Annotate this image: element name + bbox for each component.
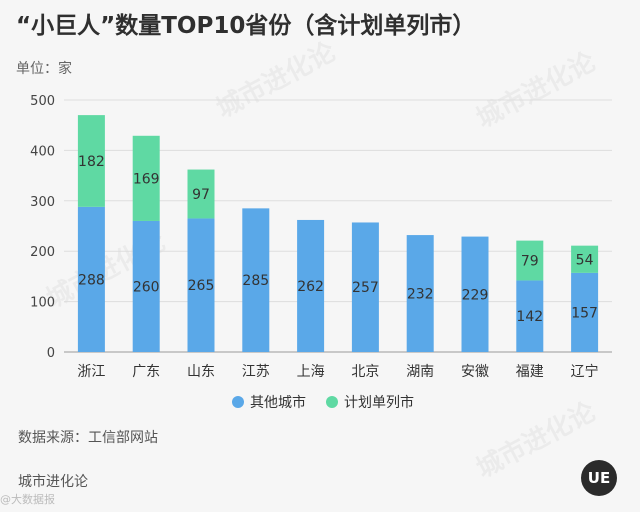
bar-other xyxy=(77,206,105,352)
y-tick-label: 200 xyxy=(30,245,55,260)
y-tick-label: 400 xyxy=(30,144,55,159)
bar-planned xyxy=(571,245,599,273)
data-source: 数据来源：工信部网站 xyxy=(18,430,158,446)
data-label: 257 xyxy=(352,280,379,296)
x-tick-label: 北京 xyxy=(351,364,379,380)
data-label: 182 xyxy=(78,154,105,170)
y-tick-label: 500 xyxy=(30,94,55,109)
data-label: 142 xyxy=(516,309,543,325)
bar-planned xyxy=(516,240,544,281)
x-tick-label: 浙江 xyxy=(77,364,105,380)
legend-marker xyxy=(326,396,338,408)
data-label: 288 xyxy=(78,272,105,288)
x-tick-label: 江苏 xyxy=(242,364,270,380)
unit-label: 单位：家 xyxy=(16,61,72,77)
data-label: 265 xyxy=(188,278,215,294)
bar-other xyxy=(406,235,434,352)
bar-other xyxy=(516,280,544,352)
bar-planned xyxy=(187,169,215,219)
bar-chart: 0 100 200 300 400 500 288 182 浙江 260 169 广东 265 97 山东 2… xyxy=(30,94,612,411)
x-tick-label: 安徽 xyxy=(461,364,489,380)
brand-name: 城市进化论 xyxy=(18,474,88,490)
x-tick-label: 湖南 xyxy=(406,364,434,380)
data-label: 54 xyxy=(576,252,594,268)
legend-label: 计划单列市 xyxy=(344,394,414,411)
bar-other xyxy=(461,236,489,352)
legend-marker xyxy=(232,396,244,408)
bar-planned xyxy=(77,115,105,207)
y-tick-label: 100 xyxy=(30,296,55,311)
data-label: 285 xyxy=(242,273,269,289)
x-tick-label: 广东 xyxy=(132,364,160,380)
credit-text: @大数据报 xyxy=(0,493,55,506)
y-tick-label: 0 xyxy=(47,346,55,361)
data-label: 232 xyxy=(407,287,434,303)
data-label: 97 xyxy=(192,187,210,203)
y-tick-label: 300 xyxy=(30,195,55,210)
bar-other xyxy=(571,272,599,352)
x-tick-label: 辽宁 xyxy=(571,363,599,380)
legend-label: 其他城市 xyxy=(250,394,306,411)
bar-other xyxy=(297,219,325,352)
bar-other xyxy=(242,208,270,352)
x-tick-label: 上海 xyxy=(297,364,325,380)
data-label: 229 xyxy=(462,287,489,303)
logo: UE xyxy=(581,460,617,496)
bar-other xyxy=(351,222,379,352)
chart-title: “小巨人”数量TOP10省份（含计划单列市） xyxy=(16,13,476,39)
data-label: 262 xyxy=(297,279,324,295)
x-tick-label: 福建 xyxy=(516,364,544,380)
data-label: 79 xyxy=(521,254,539,270)
bar-planned xyxy=(132,135,160,221)
bar-other xyxy=(132,220,160,352)
data-label: 260 xyxy=(133,279,160,295)
data-label: 157 xyxy=(571,305,598,321)
bar-other xyxy=(187,218,215,352)
x-tick-label: 山东 xyxy=(187,364,215,380)
data-label: 169 xyxy=(133,171,160,187)
